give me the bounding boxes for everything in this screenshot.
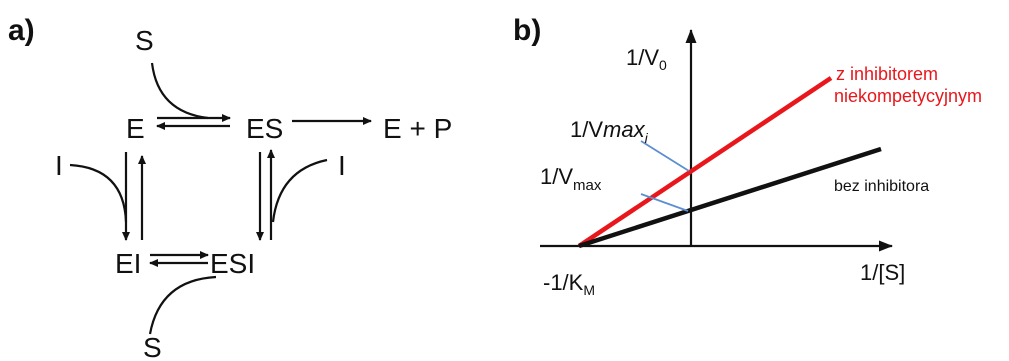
species-ei: EI bbox=[115, 248, 141, 279]
line-with-inhibitor bbox=[577, 76, 833, 248]
inhibited-line-label-2: niekompetycyjnym bbox=[834, 86, 982, 106]
uninhibited-line-label: bez inhibitora bbox=[834, 178, 929, 195]
species-e: E bbox=[126, 113, 145, 144]
species-products: E + P bbox=[383, 113, 452, 144]
species-es: ES bbox=[246, 113, 283, 144]
panel-b-label: b) bbox=[513, 14, 541, 47]
species-i-right: I bbox=[338, 150, 346, 181]
curve-i-binding-right bbox=[271, 158, 328, 223]
inhibited-line-label-1: z inhibitorem bbox=[836, 64, 938, 84]
species-s-bottom: S bbox=[143, 332, 162, 361]
species-i-left: I bbox=[55, 150, 63, 181]
x-intercept-label: -1/KM bbox=[543, 270, 595, 298]
line-without-inhibitor bbox=[578, 146, 882, 249]
vmax-label: 1/Vmax bbox=[540, 164, 602, 194]
panel-a-label: a) bbox=[8, 14, 35, 47]
curve-i-binding-left bbox=[69, 163, 128, 223]
x-axis-label: 1/[S] bbox=[860, 260, 905, 285]
panel-a: a) S E ES E + P I I EI ESI S bbox=[8, 14, 452, 361]
vmax-i-label: 1/Vmaxi bbox=[570, 117, 649, 146]
curve-s-binding-bottom bbox=[148, 275, 217, 335]
curve-s-binding-top bbox=[150, 62, 209, 120]
y-axis-label: 1/V0 bbox=[626, 45, 667, 73]
species-s-top: S bbox=[135, 25, 154, 56]
pointer-vmax bbox=[640, 193, 689, 212]
pointer-vmax-i bbox=[640, 140, 690, 172]
species-esi: ESI bbox=[210, 248, 255, 279]
panel-b: b) 1/V0 1/[S] -1/KM 1/Vmaxi 1/Vmax z inh… bbox=[513, 14, 982, 298]
